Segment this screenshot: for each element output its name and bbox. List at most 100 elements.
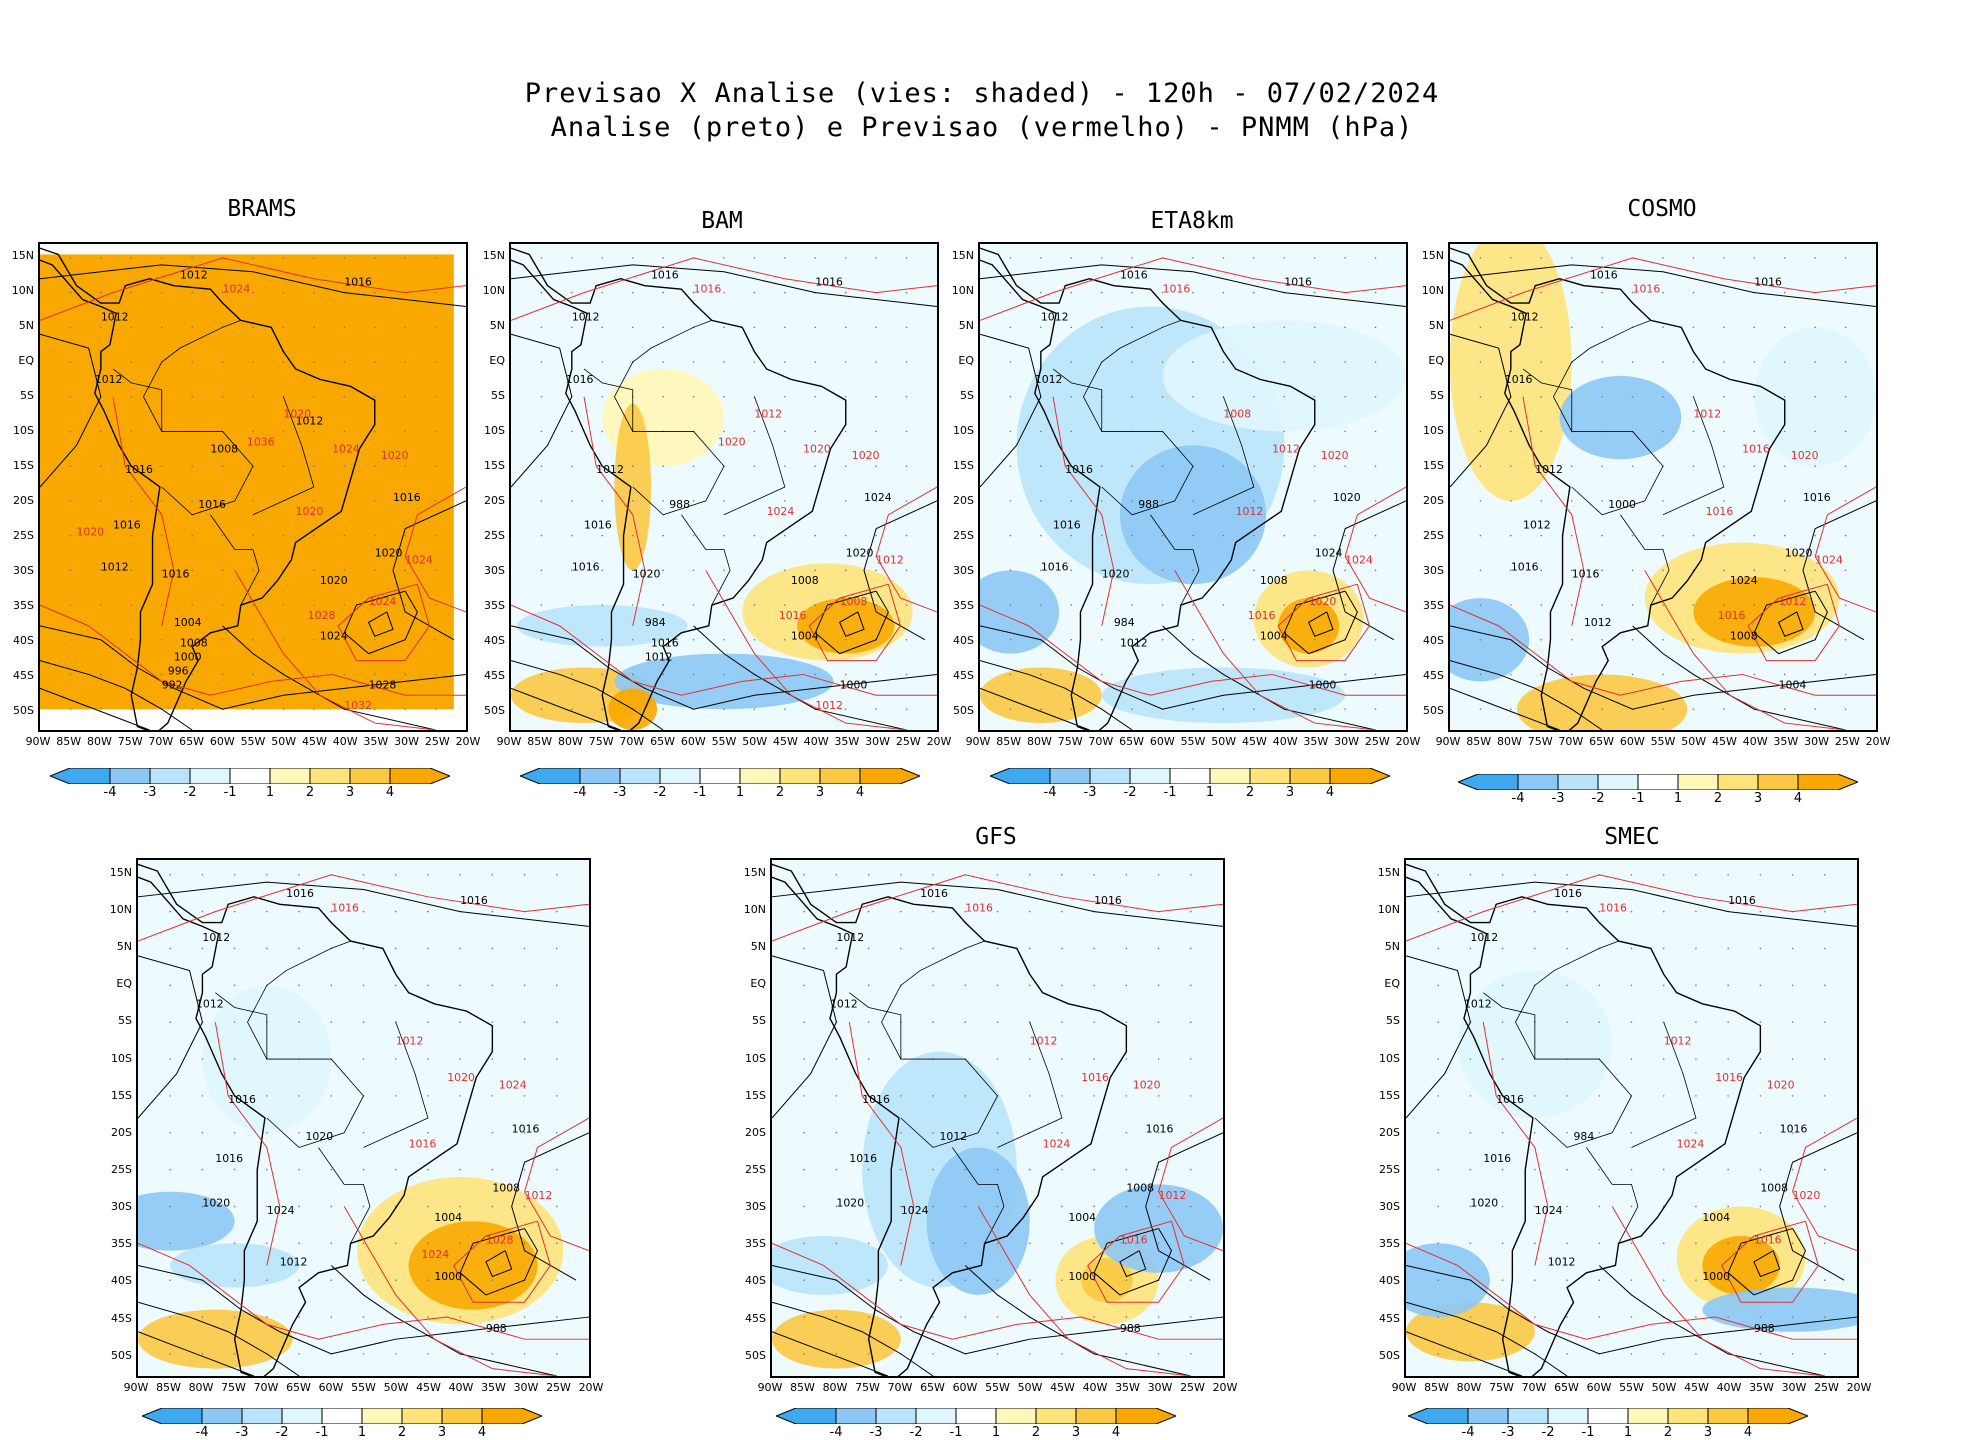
grid-point bbox=[191, 291, 193, 294]
grid-point bbox=[1469, 1316, 1472, 1318]
grid-point bbox=[1192, 361, 1194, 363]
grid-point bbox=[191, 569, 193, 572]
forecast-isobar-line bbox=[1644, 570, 1846, 730]
grid-point bbox=[1344, 257, 1346, 259]
grid-point bbox=[692, 361, 695, 363]
colorbar-swatch bbox=[1329, 768, 1390, 784]
latitude-label: 35S bbox=[484, 599, 505, 612]
colorbar-swatch bbox=[659, 768, 701, 784]
grid-point bbox=[69, 569, 72, 572]
forecast-isobar-line bbox=[1611, 1206, 1825, 1376]
grid-point bbox=[427, 947, 429, 950]
grid-point bbox=[905, 708, 908, 710]
grid-point bbox=[1570, 326, 1573, 329]
grid-point bbox=[1009, 500, 1012, 502]
colorbar-label: 3 bbox=[1753, 791, 1763, 806]
colorbar-label: 2 bbox=[305, 785, 315, 800]
grid-point bbox=[1823, 1021, 1826, 1023]
grid-point bbox=[1437, 1205, 1440, 1208]
grid-point bbox=[1131, 291, 1133, 294]
grid-point bbox=[540, 673, 543, 676]
forecast-isobar-label: 1016 bbox=[1754, 1233, 1782, 1246]
grid-point bbox=[404, 430, 406, 433]
longitude-label: 75W bbox=[117, 735, 143, 748]
grid-point bbox=[1723, 326, 1725, 329]
grid-point bbox=[1823, 947, 1826, 950]
grid-point bbox=[130, 534, 133, 537]
grid-point bbox=[201, 1095, 204, 1097]
analysis-isobar-line bbox=[1406, 1331, 1523, 1376]
grid-point bbox=[130, 569, 133, 572]
grid-point bbox=[362, 947, 365, 950]
grid-point bbox=[282, 361, 285, 363]
forecast-isobar-line bbox=[772, 1242, 1223, 1340]
grid-point bbox=[1727, 984, 1729, 987]
colorbar-swatch bbox=[520, 768, 581, 784]
grid-point bbox=[875, 465, 877, 467]
analysis-isobar-label: 1020 bbox=[1470, 1196, 1498, 1209]
grid-point bbox=[1695, 1021, 1697, 1023]
bias-shading bbox=[40, 254, 454, 710]
colorbar-swatch bbox=[1587, 1408, 1629, 1424]
grid-point bbox=[555, 1242, 558, 1245]
grid-point bbox=[1100, 257, 1103, 259]
grid-point bbox=[1662, 500, 1664, 502]
grid-point bbox=[875, 361, 877, 363]
grid-point bbox=[233, 1131, 236, 1134]
grid-point bbox=[191, 708, 193, 710]
grid-point bbox=[394, 910, 397, 913]
latitude-label: 10S bbox=[953, 424, 974, 437]
forecast-isobar-line bbox=[1277, 583, 1370, 662]
forecast-isobar-label: 1024 bbox=[499, 1079, 527, 1092]
latitude-label: 25S bbox=[111, 1163, 132, 1176]
latitude-label: 45S bbox=[1423, 669, 1444, 682]
grid-point bbox=[1469, 1242, 1472, 1245]
analysis-isobar-line bbox=[980, 687, 1090, 730]
grid-point bbox=[282, 430, 285, 433]
longitude-label: 65W bbox=[650, 735, 675, 748]
grid-point bbox=[343, 361, 346, 363]
grid-point bbox=[1814, 604, 1816, 606]
grid-point bbox=[169, 1168, 172, 1171]
grid-point bbox=[1157, 1095, 1160, 1097]
country-border bbox=[632, 431, 725, 516]
grid-point bbox=[330, 1131, 333, 1134]
grid-point bbox=[835, 1353, 838, 1355]
grid-point bbox=[1601, 291, 1603, 294]
colorbar-swatch bbox=[1707, 1408, 1749, 1424]
analysis-isobar-label: 1016 bbox=[1120, 269, 1148, 282]
grid-point bbox=[1695, 1353, 1697, 1355]
grid-point bbox=[298, 1279, 300, 1281]
grid-point bbox=[1061, 1279, 1063, 1281]
analysis-isobar-line bbox=[511, 687, 621, 730]
analysis-isobar-line bbox=[863, 500, 937, 641]
colorbar-label: -4 bbox=[1511, 791, 1525, 806]
grid-point bbox=[1009, 395, 1012, 398]
grid-point bbox=[1100, 638, 1103, 641]
latitude-label: 45S bbox=[13, 669, 34, 682]
forecast-isobar-label: 1012 bbox=[815, 699, 843, 712]
latitude-label: 5N bbox=[116, 940, 132, 954]
analysis-isobar-line bbox=[1307, 611, 1334, 637]
forecast-isobar-label: 1008 bbox=[840, 595, 868, 608]
grid-point bbox=[835, 910, 838, 913]
longitude-label: 55W bbox=[240, 735, 266, 748]
grid-point bbox=[1253, 257, 1255, 259]
grid-point bbox=[540, 638, 543, 641]
grid-point bbox=[1374, 257, 1377, 259]
grid-point bbox=[221, 673, 224, 676]
grid-point bbox=[427, 1353, 429, 1355]
grid-point bbox=[601, 500, 604, 502]
grid-point bbox=[662, 326, 664, 329]
grid-point bbox=[803, 1021, 806, 1023]
longitude-label: 60W bbox=[318, 1381, 344, 1394]
grid-point bbox=[996, 1353, 999, 1355]
grid-point bbox=[784, 395, 786, 398]
grid-point bbox=[404, 534, 406, 537]
grid-point bbox=[1061, 984, 1063, 987]
analysis-isobar-label: 1000 bbox=[1309, 678, 1337, 691]
grid-point bbox=[784, 500, 786, 502]
grid-point bbox=[601, 534, 604, 537]
grid-point bbox=[1844, 326, 1847, 329]
grid-point bbox=[1374, 604, 1377, 606]
